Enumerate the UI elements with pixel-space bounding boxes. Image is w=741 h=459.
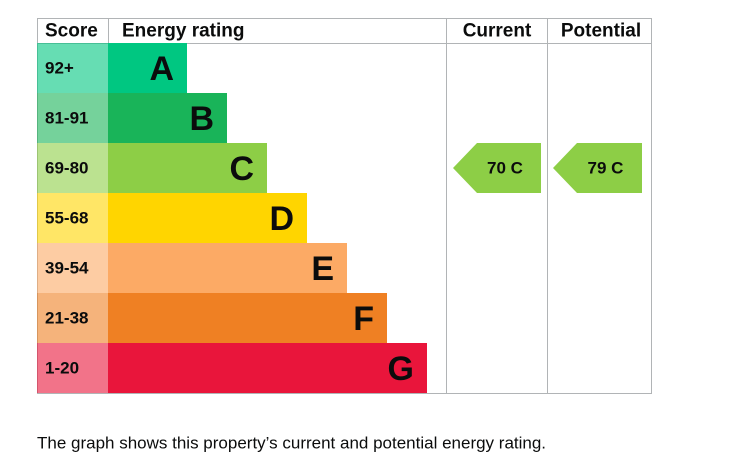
score-range: 55-68 (45, 209, 88, 228)
score-cell (37, 243, 108, 293)
rating-bar (108, 143, 267, 193)
rating-letter: G (388, 350, 414, 388)
rating-letter: E (311, 250, 334, 288)
rating-letter: D (269, 200, 294, 238)
score-cell (37, 343, 108, 393)
caption: The graph shows this property’s current … (37, 434, 546, 453)
score-cell (37, 193, 108, 243)
header: Current (463, 21, 532, 42)
rating-bar (108, 293, 387, 343)
score-range: 69-80 (45, 159, 88, 178)
score-range: 39-54 (45, 259, 89, 278)
rating-letter: F (353, 300, 374, 338)
current-arrow (453, 143, 541, 193)
current-label: 70 C (487, 159, 523, 178)
score-cell (37, 93, 108, 143)
rating-bar (108, 243, 347, 293)
rating-bar (108, 343, 427, 393)
score-range: 1-20 (45, 359, 79, 378)
score-range: 81-91 (45, 109, 88, 128)
rating-letter: B (189, 100, 214, 138)
potential-label: 79 C (588, 159, 624, 178)
score-cell (37, 43, 108, 93)
rating-letter: C (229, 150, 254, 188)
rating-bar (108, 93, 227, 143)
potential-arrow (553, 143, 642, 193)
score-cell (37, 143, 108, 193)
score-range: 92+ (45, 59, 74, 78)
header: Score (45, 21, 98, 42)
score-cell (37, 293, 108, 343)
rating-letter: A (149, 50, 174, 88)
rating-bar (108, 43, 187, 93)
score-range: 21-38 (45, 309, 88, 328)
header: Energy rating (122, 21, 244, 42)
rating-bar (108, 193, 307, 243)
header: Potential (561, 21, 641, 42)
